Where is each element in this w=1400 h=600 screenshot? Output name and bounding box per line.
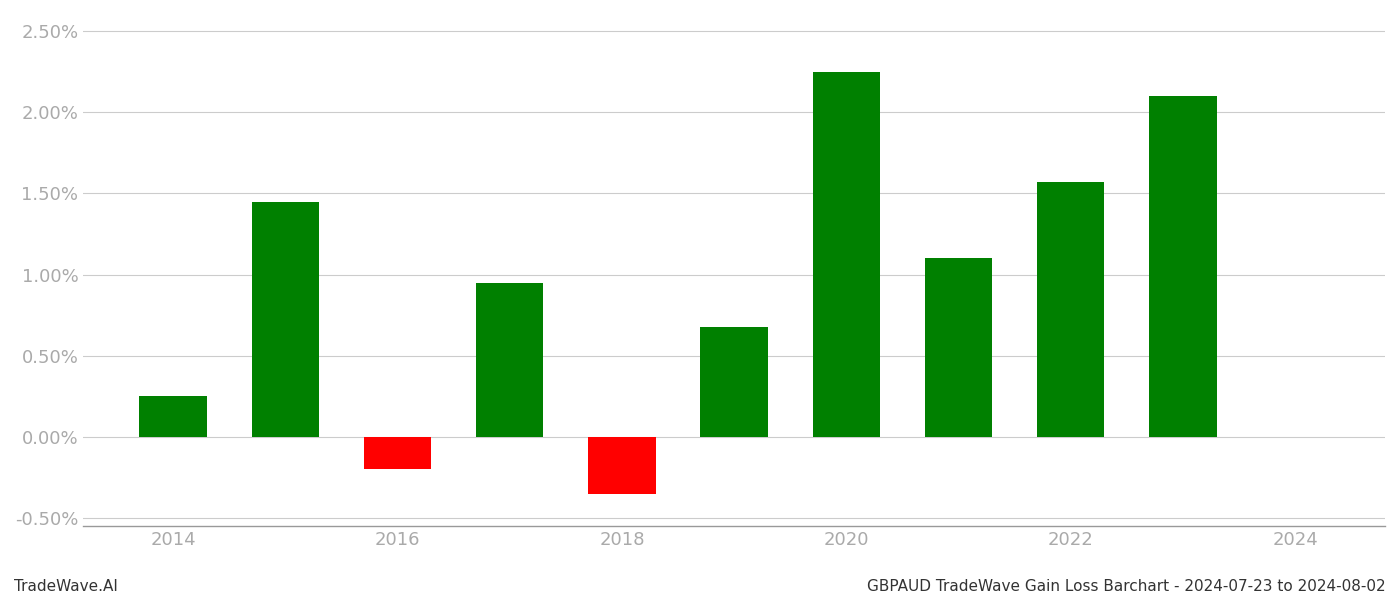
Bar	[925, 259, 993, 437]
Bar	[364, 437, 431, 469]
Bar	[700, 326, 767, 437]
Bar	[1037, 182, 1105, 437]
Bar	[476, 283, 543, 437]
Bar	[812, 72, 881, 437]
Bar	[588, 437, 655, 494]
Text: TradeWave.AI: TradeWave.AI	[14, 579, 118, 594]
Text: GBPAUD TradeWave Gain Loss Barchart - 2024-07-23 to 2024-08-02: GBPAUD TradeWave Gain Loss Barchart - 20…	[868, 579, 1386, 594]
Bar	[252, 202, 319, 437]
Bar	[140, 397, 207, 437]
Bar	[1149, 96, 1217, 437]
